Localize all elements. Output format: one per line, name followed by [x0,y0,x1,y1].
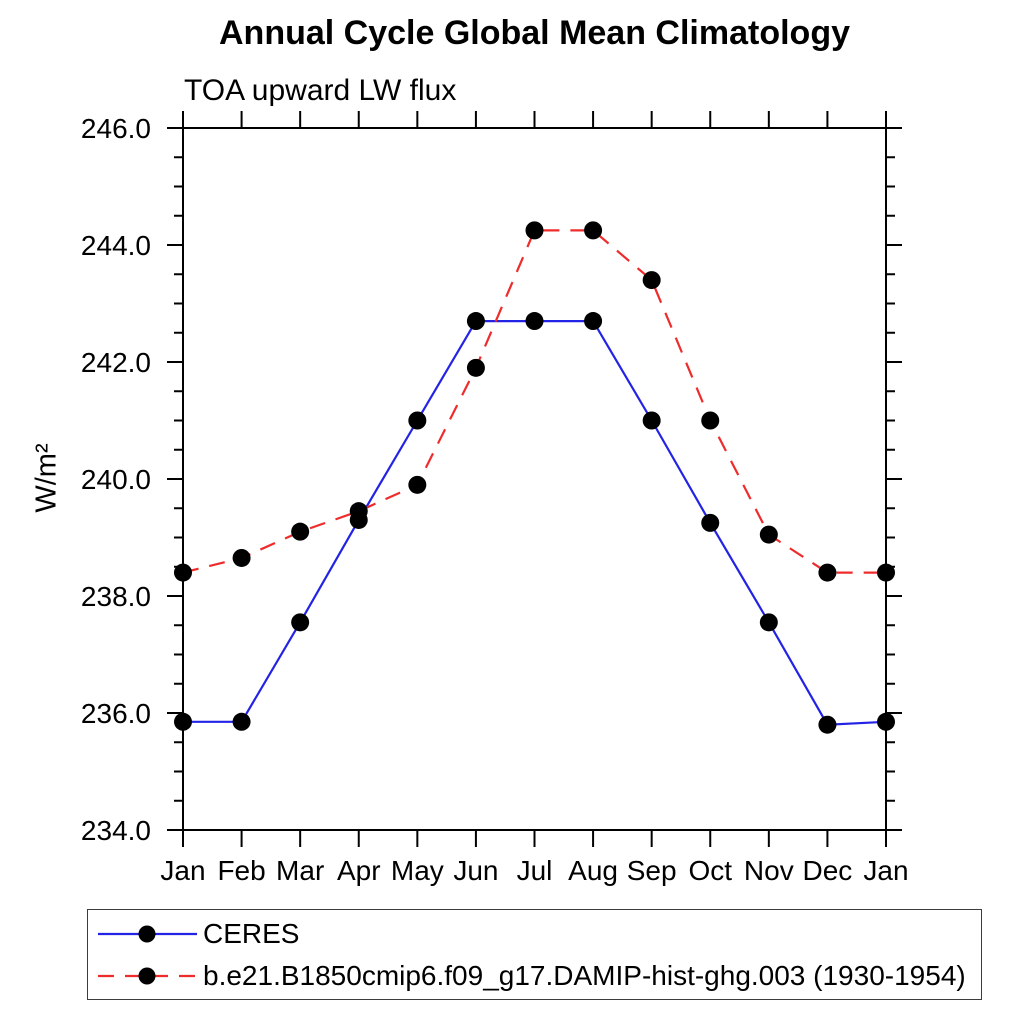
data-point-marker [349,502,368,521]
x-tick-label: Oct [688,855,732,886]
x-tick-label: Mar [276,855,324,886]
data-point-marker [877,712,895,731]
chart-title: Annual Cycle Global Mean Climatology [219,14,850,52]
data-point-marker [232,712,251,731]
y-tick-label: 234.0 [81,815,151,846]
data-point-marker [291,522,310,541]
data-point-marker [701,411,720,430]
x-tick-label: Jan [863,855,908,886]
data-point-marker [584,221,603,240]
y-tick-label: 242.0 [81,347,151,378]
data-point-marker [466,358,485,377]
data-point-marker [701,513,720,532]
y-tick-label: 246.0 [81,113,151,144]
data-point-marker [759,613,778,632]
data-point-marker [642,411,661,430]
legend-item-ceres: CERES [88,913,981,955]
data-point-marker [174,712,192,731]
data-point-marker [877,563,895,582]
data-point-marker [525,221,544,240]
y-tick-label: 240.0 [81,464,151,495]
model-line [182,229,886,574]
data-point-marker [818,563,837,582]
data-point-marker [291,613,310,632]
y-tick-label: 238.0 [81,581,151,612]
data-point-marker [466,312,485,331]
x-tick-label: Apr [337,855,381,886]
x-tick-label: Jan [160,855,205,886]
data-point-marker [525,312,544,331]
ceres-line [183,320,887,726]
legend-line-sample-model [98,967,197,984]
y-tick-label: 244.0 [81,230,151,261]
x-tick-label: Aug [568,855,618,886]
x-tick-label: Nov [744,855,794,886]
x-tick-label: Feb [217,855,265,886]
x-tick-label: Sep [627,855,677,886]
data-point-marker [584,312,603,331]
legend-label-model: b.e21.B1850cmip6.f09_g17.DAMIP-hist-ghg.… [203,959,966,991]
y-tick-label: 236.0 [81,698,151,729]
legend-label-ceres: CERES [203,917,300,949]
data-point-marker [174,563,192,582]
x-tick-label: Jun [453,855,498,886]
chart-subtitle: TOA upward LW flux [184,74,457,107]
x-tick-label: May [391,855,444,886]
x-tick-label: Jul [517,855,553,886]
legend-sample-marker [138,925,156,942]
data-point-marker [232,548,251,567]
x-tick-label: Dec [803,855,853,886]
data-point-marker [642,271,661,290]
legend-line-sample-ceres [98,925,197,942]
legend-box: CERES b.e21.B1850cmip6.f09_g17.DAMIP-his… [87,909,982,1000]
data-point-marker [408,475,427,494]
data-point-marker [408,411,427,430]
data-point-marker [818,715,837,734]
data-point-marker [759,525,778,544]
legend-item-model: b.e21.B1850cmip6.f09_g17.DAMIP-hist-ghg.… [88,955,981,997]
legend-sample-marker [138,967,156,984]
